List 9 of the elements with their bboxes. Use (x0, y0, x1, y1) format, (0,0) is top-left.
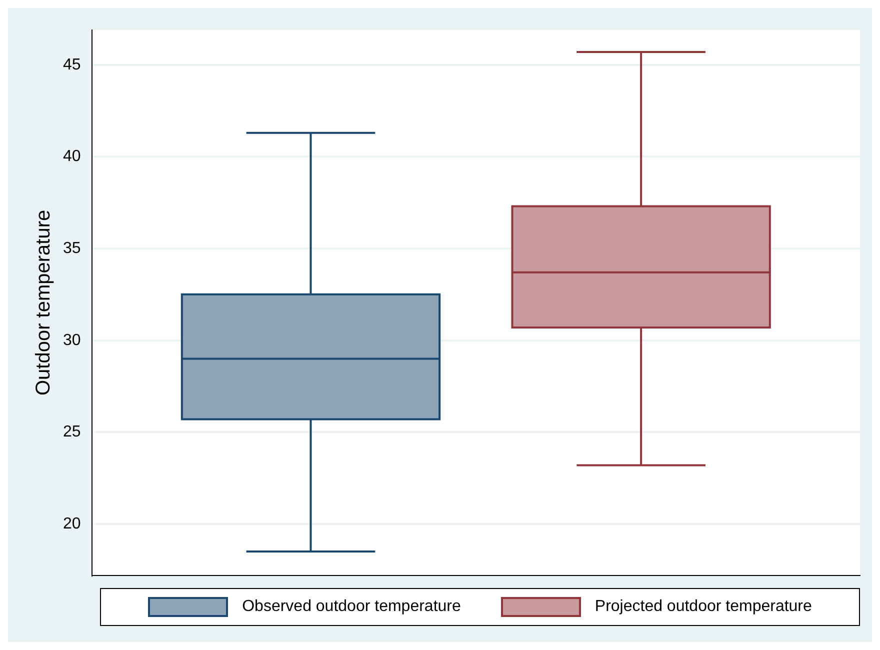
y-axis-title: Outdoor temperature (32, 210, 55, 396)
y-tick-label: 40 (63, 148, 81, 166)
y-tick-label: 35 (63, 240, 81, 257)
y-tick-label: 20 (63, 515, 81, 532)
y-tick-label: 25 (63, 424, 81, 441)
legend-label: Observed outdoor temperature (242, 598, 461, 616)
y-tick-label: 45 (63, 56, 81, 74)
legend-label: Projected outdoor temperature (594, 598, 812, 616)
y-tick-label: 30 (63, 332, 81, 349)
